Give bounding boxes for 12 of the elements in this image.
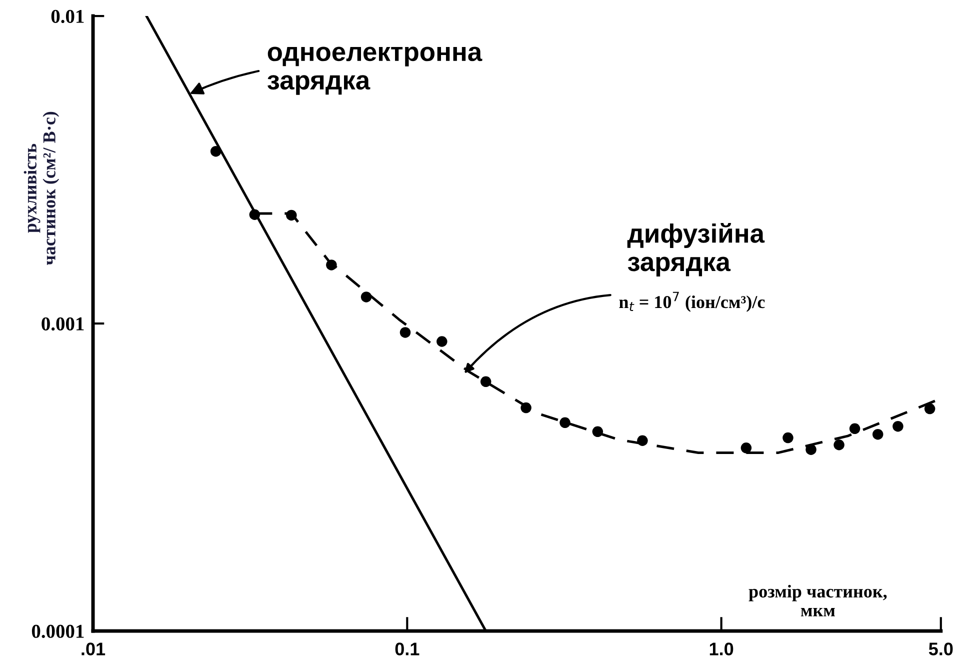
- y-tick-label: 0.01: [51, 10, 84, 24]
- x-tick-label: 1.0: [710, 642, 734, 656]
- annotation: одноелектронна зарядка: [268, 46, 482, 95]
- y-tick-label: 0.0001: [32, 624, 84, 638]
- y-tick-label: 0.001: [42, 317, 84, 331]
- annotation: дифузійна зарядка: [627, 222, 765, 276]
- y-axis-title: рухливість частинок (см²/ В·с): [24, 112, 60, 266]
- annotation: n$_{t}$ = 10$^{7}$ (іон/см³)/с: [619, 292, 765, 312]
- x-tick-label: 0.1: [395, 642, 420, 656]
- x-tick-label: 5.0: [928, 642, 953, 656]
- x-tick-label: .01: [82, 642, 106, 656]
- x-axis-title: розмір частинок, мкм: [748, 584, 887, 616]
